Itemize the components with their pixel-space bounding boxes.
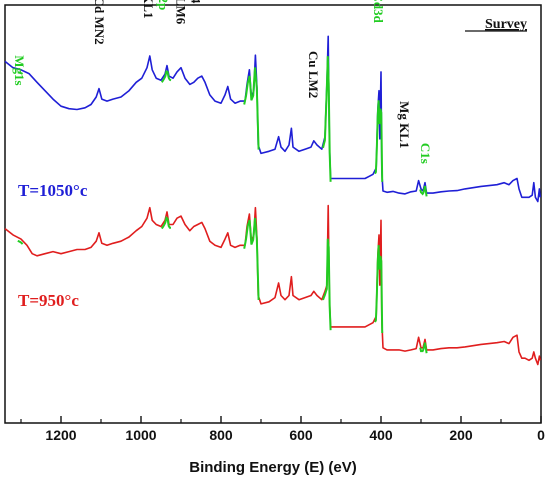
series-layer: [4, 35, 541, 366]
fit-segment: [160, 216, 171, 230]
fit-segment: [322, 238, 332, 331]
fit-layer: [17, 56, 428, 354]
peak-label: C1s: [418, 143, 433, 164]
peak-label: Cu2p: [156, 0, 171, 10]
x-tick-label: 1000: [125, 427, 156, 443]
peak-label: Cd MN2: [92, 0, 107, 45]
peak-label: O KL1: [141, 0, 156, 19]
chart-title: Survey: [485, 17, 527, 32]
x-axis-title: Binding Energy (E) (eV): [189, 459, 357, 476]
fit-segment: [160, 70, 172, 83]
fit-segment: [374, 100, 384, 182]
fit-segment: [419, 342, 428, 354]
fit-segment: [17, 239, 24, 245]
x-tick-label: 0: [537, 427, 545, 443]
fit-segment: [374, 245, 384, 334]
series-line-1: [4, 204, 541, 366]
x-tick-label: 1200: [45, 427, 76, 443]
x-tick-label: 800: [209, 427, 233, 443]
x-axis-ticks: 1200 1000 800 600 400 200 0: [20, 416, 545, 443]
plot-frame: [4, 4, 542, 424]
series-label-1050: T=1050°c: [18, 181, 88, 200]
peak-label: Mg1s: [12, 55, 27, 85]
fit-segment: [243, 67, 260, 150]
fit-segment: [419, 185, 428, 197]
fit-segment: [243, 217, 260, 301]
series-label-950: T=950°c: [18, 291, 79, 310]
x-tick-label: 200: [449, 427, 473, 443]
peak-label: Cu LM2: [306, 51, 321, 98]
fit-segment: [17, 71, 24, 75]
peak-label: Fe LM6: [173, 0, 188, 25]
peak-label: Mg KL1: [397, 101, 412, 148]
x-tick-label: 600: [289, 427, 313, 443]
peak-label: Fe LM4: [189, 0, 204, 4]
series-line-0: [4, 35, 541, 203]
x-tick-label: 400: [369, 427, 393, 443]
fit-segment: [322, 56, 332, 182]
peak-label: Cd3d: [371, 0, 386, 24]
